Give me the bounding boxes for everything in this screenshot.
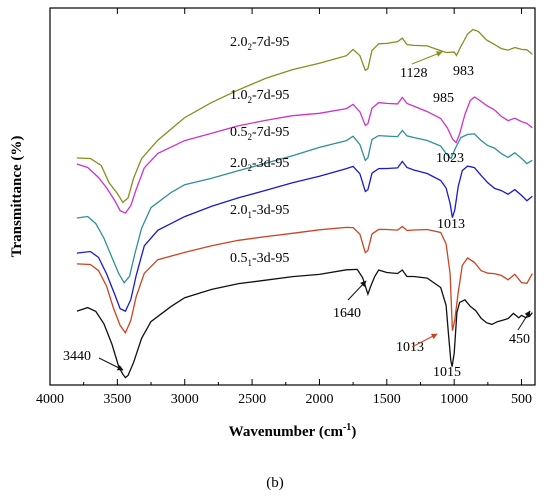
x-tick-label-1000: 1000 — [440, 392, 468, 407]
peak-label-5: 1013 — [437, 217, 465, 232]
peak-arrow-9 — [98, 357, 124, 371]
peak-label-7: 1013 — [396, 340, 424, 355]
series-line-1 — [76, 28, 533, 204]
peak-arrow-10 — [517, 310, 531, 331]
series-line-2 — [76, 96, 533, 214]
peak-annotations: 1128 983 985 1023 1013 1640 1013 1015 3440 450 — [63, 51, 531, 380]
peak-arrow-6 — [347, 280, 367, 301]
peak-label-2: 983 — [453, 64, 474, 79]
x-tick-label-2500: 2500 — [238, 392, 266, 407]
series-line-3 — [76, 129, 533, 284]
series-label-6: 0.51-3d-95 — [230, 251, 289, 268]
series-line-6 — [76, 268, 533, 379]
peak-label-6: 1640 — [333, 306, 361, 321]
series-line-4 — [76, 160, 533, 313]
peak-label-3: 985 — [433, 91, 454, 106]
peak-label-1: 1128 — [400, 66, 427, 81]
x-tick-label-500: 500 — [511, 392, 532, 407]
series-label-2: 1.02-7d-95 — [230, 88, 289, 105]
x-axis-ticks: 4000 3500 3000 2500 2000 1500 1000 500 — [36, 8, 532, 407]
series-label-1: 2.02-7d-95 — [230, 35, 289, 52]
plot-frame — [49, 7, 536, 386]
x-axis-title: Wavenumber (cm-1) — [229, 422, 357, 440]
peak-arrow-7 — [411, 333, 438, 348]
x-tick-label-3500: 3500 — [103, 392, 131, 407]
x-tick-label-1500: 1500 — [373, 392, 401, 407]
series-label-4: 2.02-3d-95 — [230, 156, 289, 173]
x-tick-label-4000: 4000 — [36, 392, 64, 407]
x-tick-label-2000: 2000 — [305, 392, 333, 407]
series-layer — [76, 28, 533, 379]
series-line-5 — [76, 225, 533, 335]
peak-label-9: 3440 — [63, 349, 91, 364]
peak-label-4: 1023 — [436, 151, 464, 166]
peak-label-10: 450 — [509, 332, 530, 347]
series-label-5: 2.01-3d-95 — [230, 203, 289, 220]
peak-label-8: 1015 — [433, 365, 461, 380]
y-axis-title: Transmittance (%) — [9, 136, 25, 258]
figure-caption: (b) — [266, 475, 284, 491]
series-label-3: 0.52-7d-95 — [230, 125, 289, 142]
x-tick-label-3000: 3000 — [171, 392, 199, 407]
series-labels: 2.02-7d-95 1.02-7d-95 0.52-7d-95 2.02-3d-95… — [230, 35, 289, 268]
peak-arrow-1 — [411, 51, 443, 65]
